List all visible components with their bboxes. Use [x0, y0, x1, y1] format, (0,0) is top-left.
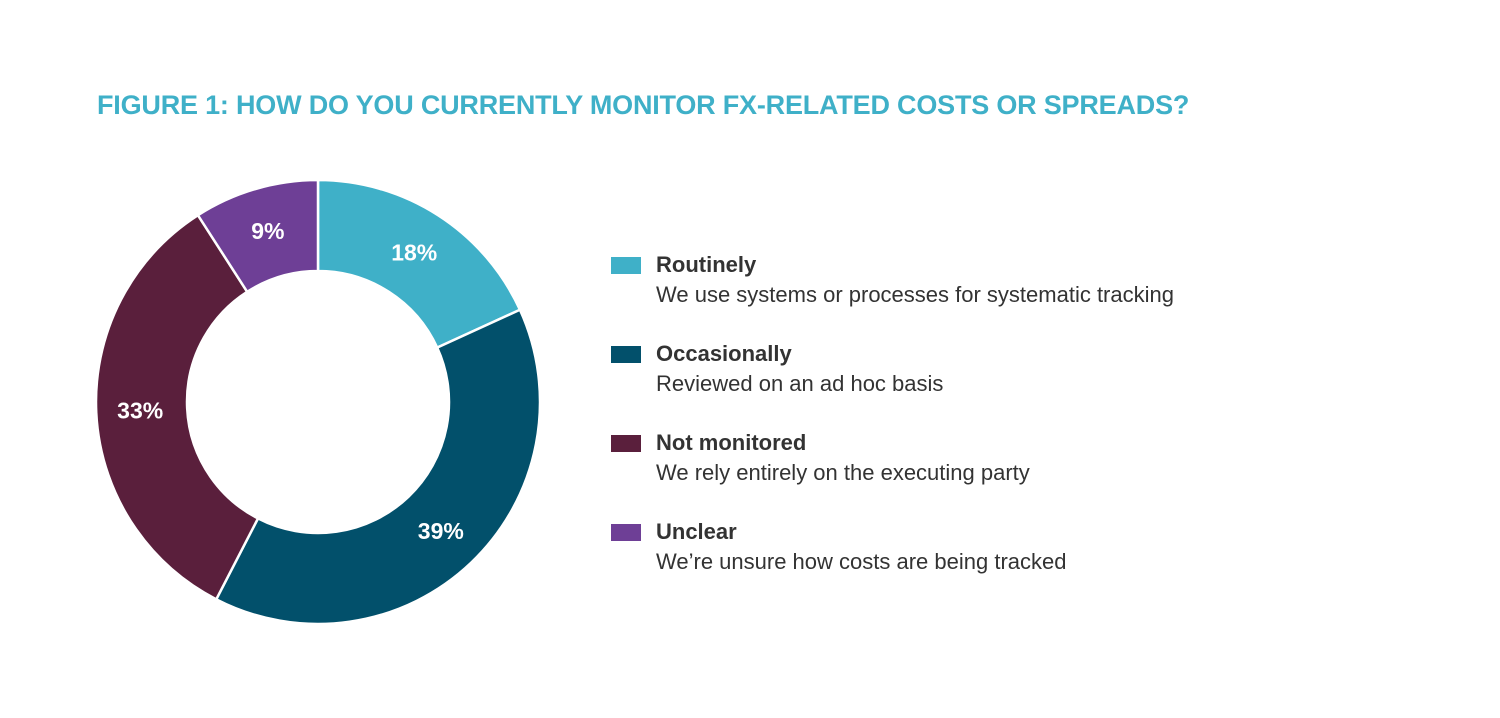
- legend-swatch-not-monitored: [611, 435, 641, 452]
- legend-label-routinely: Routinely: [656, 252, 757, 277]
- slice-label-routinely: 18%: [391, 239, 437, 265]
- donut-labels: 18% 39% 33% 9%: [117, 218, 464, 544]
- slice-unclear: [196, 178, 320, 294]
- slice-label-unclear: 9%: [251, 218, 284, 244]
- legend-label-occasionally: Occasionally: [656, 341, 792, 366]
- slice-occasionally: [214, 308, 542, 626]
- legend-swatch-routinely: [611, 257, 641, 274]
- legend-swatch-unclear: [611, 524, 641, 541]
- slice-routinely: [316, 178, 522, 350]
- chart-title: FIGURE 1: HOW DO YOU CURRENTLY MONITOR F…: [97, 90, 1190, 120]
- legend-label-not-monitored: Not monitored: [656, 430, 807, 455]
- legend-description-occasionally: Reviewed on an ad hoc basis: [656, 371, 944, 396]
- slice-label-not-monitored: 33%: [117, 397, 163, 423]
- slice-not-monitored: [94, 213, 260, 602]
- legend-swatch-occasionally: [611, 346, 641, 363]
- legend-label-unclear: Unclear: [656, 519, 737, 544]
- slice-label-occasionally: 39%: [418, 518, 464, 544]
- legend-description-routinely: We use systems or processes for systemat…: [656, 282, 1174, 307]
- legend-description-unclear: We’re unsure how costs are being tracked: [656, 549, 1067, 574]
- donut-slices: [94, 178, 542, 626]
- legend-description-not-monitored: We rely entirely on the executing party: [656, 460, 1030, 485]
